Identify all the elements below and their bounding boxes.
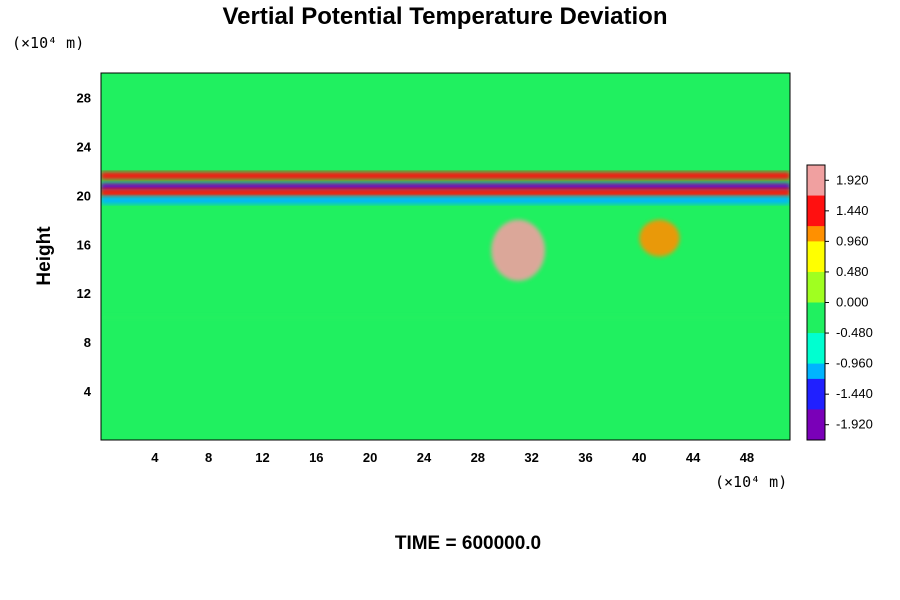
x-tick-label: 24 (417, 450, 432, 465)
y-tick-label: 24 (77, 139, 92, 154)
y-tick-label: 16 (77, 237, 91, 252)
heatmap-feature (639, 219, 680, 257)
x-tick-label: 16 (309, 450, 323, 465)
colorbar-tick-label: -1.440 (836, 386, 873, 401)
heatmap-feature (101, 171, 790, 180)
colorbar-tick-label: 1.440 (836, 203, 869, 218)
colorbar-band (807, 210, 825, 227)
colorbar-tick-label: 0.480 (836, 264, 869, 279)
heatmap-background (101, 73, 790, 440)
colorbar: 1.920 1.440 0.960 0.480 0.000 -0.480 -0.960 -1.… (806, 164, 873, 441)
plot-frame (100, 72, 791, 441)
x-unit-label: (×10⁴ m) (715, 473, 787, 491)
colorbar-tick-label: -1.920 (836, 417, 873, 432)
y-axis-label: Height (34, 226, 55, 286)
heatmap-feature (101, 313, 790, 322)
colorbar-band (807, 394, 825, 410)
colorbar-tick-label: 0.960 (836, 233, 869, 248)
x-tick-label: 36 (578, 450, 592, 465)
x-tick-label: 20 (363, 450, 377, 465)
colorbar-band (807, 180, 825, 197)
heatmap-plot-area (101, 73, 790, 440)
colorbar-band (807, 287, 825, 303)
colorbar-band (807, 409, 825, 426)
x-tick-label: 12 (255, 450, 269, 465)
colorbar-band (807, 302, 825, 319)
colorbar-band (807, 317, 825, 334)
y-tick-label: 28 (77, 90, 91, 105)
heatmap-feature (101, 188, 790, 197)
colorbar-tick-label: 1.920 (836, 172, 869, 187)
time-label: TIME = 600000.0 (395, 533, 541, 554)
y-unit-label: (×10⁴ m) (12, 34, 84, 52)
heatmap-feature (101, 196, 790, 205)
colorbar-tick-label: -0.480 (836, 325, 873, 340)
colorbar-tick-label: 0.000 (836, 295, 869, 310)
x-tick-label: 8 (205, 450, 212, 465)
colorbar-band (807, 165, 825, 181)
colorbar-band (807, 363, 825, 380)
colorbar-band (807, 378, 825, 395)
x-tick-label: 44 (686, 450, 701, 465)
colorbar-band (807, 348, 825, 365)
x-tick-label: 48 (740, 450, 754, 465)
colorbar-tick-label: -0.960 (836, 356, 873, 371)
y-tick-label: 4 (84, 384, 92, 399)
x-tick-label: 4 (151, 450, 159, 465)
x-tick-label: 28 (471, 450, 485, 465)
heatmap-feature (101, 182, 790, 191)
colorbar-band (807, 333, 825, 349)
heatmap-feature (491, 219, 546, 281)
colorbar-band (807, 226, 825, 242)
chart-title: Vertial Potential Temperature Deviation (222, 3, 667, 30)
colorbar-band (807, 256, 825, 273)
x-tick-label: 40 (632, 450, 646, 465)
colorbar-band (807, 424, 825, 441)
y-tick-label: 8 (84, 335, 91, 350)
y-axis-ticks: 4 8 12 16 20 24 28 (77, 90, 92, 399)
y-tick-label: 12 (77, 286, 91, 301)
x-tick-label: 32 (524, 450, 538, 465)
y-tick-label: 20 (77, 188, 91, 203)
colorbar-band (807, 271, 825, 288)
colorbar-band (807, 241, 825, 258)
x-axis-ticks: 4 8 12 16 20 24 28 32 36 40 44 48 (151, 450, 754, 465)
colorbar-band (807, 195, 825, 212)
